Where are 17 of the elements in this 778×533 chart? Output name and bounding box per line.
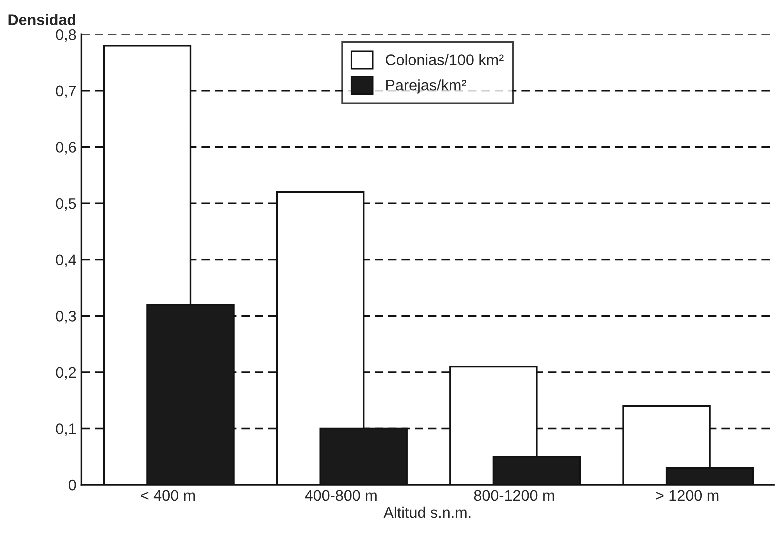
x-tick-label: 400-800 m xyxy=(305,490,377,502)
x-tick-label: < 400 m xyxy=(141,490,196,502)
y-tick-label: 0,7 xyxy=(56,86,76,98)
legend-label: Parejas/km² xyxy=(386,80,466,94)
legend-label: Colonias/100 km² xyxy=(386,54,504,66)
y-tick-label: 0,3 xyxy=(56,311,76,324)
x-tick-label: > 1200 m xyxy=(656,490,719,502)
y-tick-label: 0,2 xyxy=(56,367,76,380)
y-tick-label: 0,8 xyxy=(56,30,76,42)
x-tick-label: 800-1200 m xyxy=(474,490,554,502)
x-axis-title: Altitud s.n.m. xyxy=(384,506,471,518)
y-tick-label: 0,4 xyxy=(56,254,76,268)
y-tick-label: 0,6 xyxy=(56,142,76,155)
y-tick-label: 0,5 xyxy=(56,198,76,212)
y-axis-title: Densidad xyxy=(8,14,76,26)
y-tick-label: 0,1 xyxy=(56,424,76,436)
y-tick-label: 0 xyxy=(68,480,76,491)
